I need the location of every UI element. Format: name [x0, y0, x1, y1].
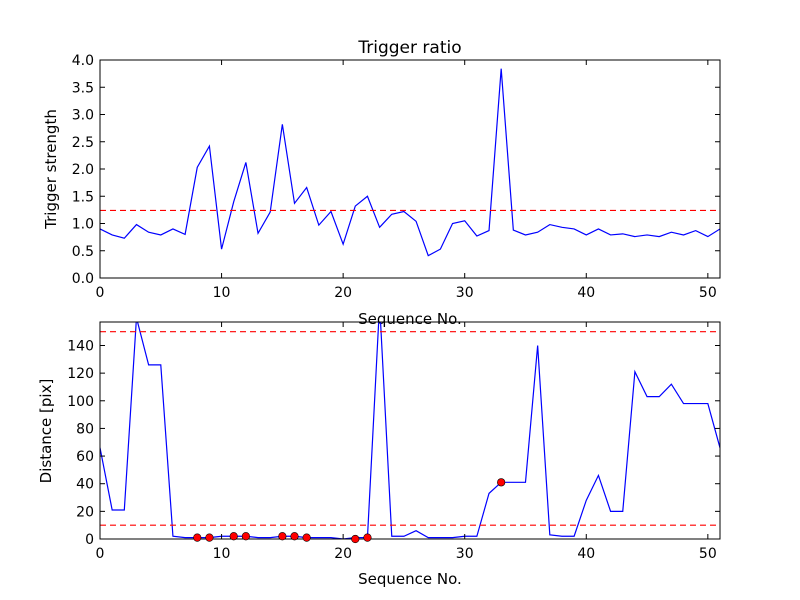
y-tick-label: 2.5: [72, 135, 94, 151]
y-tick-label: 80: [76, 421, 94, 437]
event-marker: [290, 532, 299, 541]
x-axis-label: Sequence No.: [358, 570, 462, 588]
event-marker: [193, 533, 202, 542]
y-tick-label: 2.0: [72, 162, 94, 178]
event-marker: [229, 532, 238, 541]
x-tick-label: 0: [96, 546, 105, 562]
x-tick-label: 10: [213, 546, 231, 562]
series-line: [100, 68, 720, 257]
plot-content: [100, 322, 720, 539]
y-tick-label: 120: [67, 366, 94, 382]
y-tick-label: 140: [67, 338, 94, 354]
chart-title: Trigger ratio: [357, 38, 461, 58]
event-marker: [497, 478, 506, 487]
y-axis-label: Trigger strength: [42, 109, 60, 230]
series-line: [100, 322, 720, 539]
x-tick-label: 40: [577, 285, 595, 301]
y-axis-label: Distance [pix]: [37, 379, 55, 484]
event-marker: [302, 533, 311, 542]
distance-plot-area: 0 10 20 30 40 50 0 20 40 60 80 100 120 140: [67, 321, 721, 562]
distance-plot: 0 10 20 30 40 50 0 20 40 60 80 100 120 140 Sequence N…: [37, 321, 721, 588]
y-tick-label: 1.0: [72, 217, 94, 233]
y-tick-label: 1.5: [72, 189, 94, 205]
y-tick-label: 100: [67, 394, 94, 410]
event-marker: [205, 533, 214, 542]
x-tick-label: 40: [577, 546, 595, 562]
x-axis-label: Sequence No.: [358, 310, 462, 328]
y-tick-label: 3.5: [72, 80, 94, 96]
event-marker: [363, 533, 372, 542]
y-tick-label: 0.0: [72, 271, 94, 287]
axes-frame: [99, 321, 721, 540]
trigger-ratio-plot: Trigger ratio 0 10 20 30 40 50 0.0 0.5 1.0 1.5 2.0…: [42, 38, 721, 328]
x-tick-label: 0: [96, 285, 105, 301]
plot-content: [100, 68, 720, 257]
x-tick-label: 20: [334, 285, 352, 301]
trigger-plot-area: 0 10 20 30 40 50 0.0 0.5 1.0 1.5 2.0 2.5 3.0 3.5 4.0: [72, 53, 721, 301]
x-tick-label: 50: [699, 285, 717, 301]
y-tick-label: 3.0: [72, 108, 94, 124]
y-tick-label: 40: [76, 477, 94, 493]
event-marker: [278, 532, 287, 541]
x-tick-label: 30: [456, 546, 474, 562]
event-marker: [241, 532, 250, 541]
event-marker: [351, 534, 360, 544]
y-tick-label: 60: [76, 449, 94, 465]
x-tick-label: 20: [334, 546, 352, 562]
x-tick-label: 50: [699, 546, 717, 562]
y-tick-label: 4.0: [72, 53, 94, 69]
x-tick-label: 30: [456, 285, 474, 301]
y-tick-label: 20: [76, 504, 94, 520]
x-tick-label: 10: [213, 285, 231, 301]
y-tick-label: 0.5: [72, 244, 94, 260]
y-tick-label: 0: [85, 532, 94, 548]
